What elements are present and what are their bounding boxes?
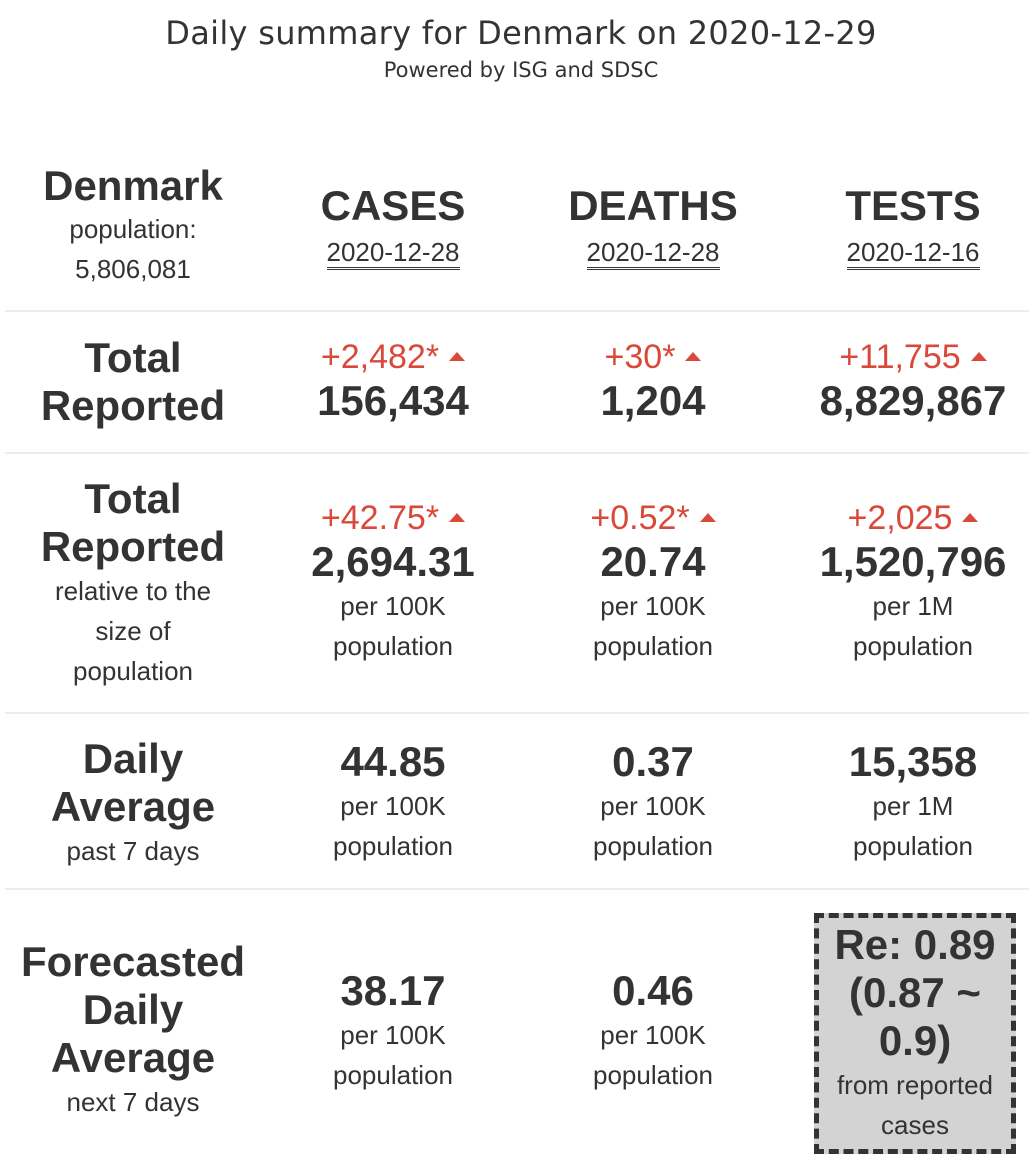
row-label-total-reported: Total Reported [0,334,266,430]
unit-label: per 100K [340,791,446,821]
cell-total-tests: +11,755 8,829,867 [783,337,1029,425]
unit-label: per 1M [872,791,954,821]
row-label-line: Average [50,1034,216,1081]
population-value: 5,806,081 [75,254,191,284]
page-subtitle: Powered by ISG and SDSC [383,58,659,82]
daily-value: 15,358 [848,738,978,785]
cell-forecast-cases: 38.17 per 100K population [263,967,523,1095]
re-source: cases [881,1110,949,1140]
row-sublabel: past 7 days [66,836,200,866]
delta-value: +2,025 [783,498,1029,538]
unit-label: population [593,831,713,861]
total-value: 156,434 [317,377,469,424]
re-source: from reported [836,1070,994,1100]
row-divider [5,452,1029,454]
cell-relative-deaths: +0.52* 20.74 per 100K population [523,498,783,666]
unit-label: population [593,1060,713,1090]
unit-label: per 100K [600,1020,706,1050]
relative-value: 1,520,796 [819,538,1007,585]
row-divider [5,310,1029,312]
forecast-value: 38.17 [340,967,446,1014]
column-title: DEATHS [568,182,738,229]
column-date: 2020-12-28 [326,237,460,270]
row-label-relative: Total Reported relative to the size of p… [0,475,266,691]
cell-forecast-deaths: 0.46 per 100K population [523,967,783,1095]
delta-value: +42.75* [263,498,523,538]
triangle-up-icon [962,512,979,522]
country-header: Denmark population: 5,806,081 [0,163,266,289]
unit-label: population [333,631,453,661]
unit-label: per 100K [340,591,446,621]
cell-relative-tests: +2,025 1,520,796 per 1M population [783,498,1029,666]
unit-label: per 100K [600,791,706,821]
cell-daily-tests: 15,358 per 1M population [783,738,1029,866]
re-value: Re: 0.89 [834,921,996,968]
column-header-deaths: DEATHS 2020-12-28 [523,183,783,270]
column-date: 2020-12-28 [586,237,720,270]
page-title: Daily summary for Denmark on 2020-12-29 [165,14,877,52]
column-title: CASES [320,182,466,229]
row-label-line: Daily [82,986,184,1033]
total-value: 8,829,867 [819,377,1007,424]
total-value: 1,204 [600,377,706,424]
re-estimate-box: Re: 0.89 (0.87 ~ 0.9) from reported case… [814,913,1016,1154]
row-label-line: Forecasted [20,938,246,985]
delta-value: +2,482* [263,337,523,377]
row-label-daily-average: Daily Average past 7 days [0,735,266,871]
country-name: Denmark [43,162,223,209]
row-sublabel: population [73,656,193,686]
row-divider [5,888,1029,890]
row-sublabel: size of [95,616,171,646]
row-label-line: Average [50,783,216,830]
delta-value: +0.52* [523,498,783,538]
delta-value: +11,755 [783,337,1029,377]
unit-label: per 100K [340,1020,446,1050]
triangle-up-icon [685,351,702,361]
cell-total-deaths: +30* 1,204 [523,337,783,425]
row-label-line: Reported [40,382,226,429]
column-title: TESTS [845,182,981,229]
triangle-up-icon [449,351,466,361]
relative-value: 2,694.31 [311,538,475,585]
re-interval: (0.87 ~ [849,969,981,1016]
row-label-forecast: Forecasted Daily Average next 7 days [0,938,266,1122]
row-label-line: Total [84,334,182,381]
triangle-up-icon [699,512,716,522]
cell-daily-deaths: 0.37 per 100K population [523,738,783,866]
cell-relative-cases: +42.75* 2,694.31 per 100K population [263,498,523,666]
row-label-line: Total [84,475,182,522]
delta-value: +30* [523,337,783,377]
unit-label: population [333,831,453,861]
population-label: population: [69,214,197,244]
cell-total-cases: +2,482* 156,434 [263,337,523,425]
triangle-up-icon [970,351,987,361]
column-header-cases: CASES 2020-12-28 [263,183,523,270]
unit-label: population [853,631,973,661]
daily-value: 0.37 [612,738,694,785]
daily-value: 44.85 [340,738,446,785]
cell-daily-cases: 44.85 per 100K population [263,738,523,866]
forecast-value: 0.46 [612,967,694,1014]
relative-value: 20.74 [600,538,706,585]
unit-label: per 100K [600,591,706,621]
row-sublabel: next 7 days [66,1087,200,1117]
row-label-line: Daily [82,735,184,782]
column-date: 2020-12-16 [846,237,980,270]
re-interval-end: 0.9) [878,1017,952,1064]
row-sublabel: relative to the [54,576,212,606]
row-label-line: Reported [40,523,226,570]
triangle-up-icon [449,512,466,522]
unit-label: population [853,831,973,861]
row-divider [5,712,1029,714]
unit-label: population [593,631,713,661]
unit-label: per 1M [872,591,954,621]
column-header-tests: TESTS 2020-12-16 [783,183,1029,270]
unit-label: population [333,1060,453,1090]
